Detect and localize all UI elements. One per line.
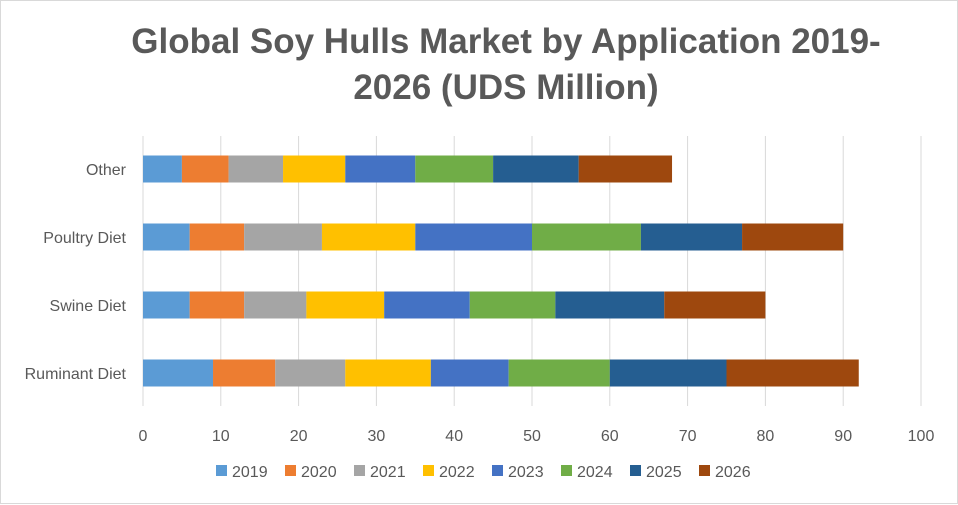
x-tick-label: 90 [834, 428, 852, 445]
bar-segment-2024 [508, 359, 610, 387]
bar-segment-2019 [143, 291, 190, 319]
bar-segment-2026 [664, 291, 766, 319]
legend-label: 2026 [715, 464, 751, 481]
bar-segment-2021 [275, 359, 346, 387]
bar-segment-2019 [143, 155, 182, 183]
bar-segment-2020 [189, 291, 245, 319]
x-tick-label: 50 [523, 428, 541, 445]
legend-swatch-2025 [630, 465, 641, 476]
bar-segment-2021 [244, 223, 322, 251]
bar-segment-2023 [384, 291, 470, 319]
x-tick-label: 60 [601, 428, 619, 445]
chart-title: Global Soy Hulls Market by Application 2… [61, 19, 951, 111]
y-category-label: Ruminant Diet [25, 366, 127, 383]
legend-label: 2022 [439, 464, 475, 481]
x-tick-label: 40 [445, 428, 463, 445]
bar-segment-2021 [244, 291, 307, 319]
bar-segment-2026 [726, 359, 859, 387]
bar-segment-2019 [143, 223, 190, 251]
bar-segment-2023 [430, 359, 509, 387]
x-tick-label: 30 [368, 428, 386, 445]
bar-segment-2024 [415, 155, 494, 183]
bar-segment-2025 [555, 291, 665, 319]
x-tick-label: 100 [908, 428, 935, 445]
bar-segment-2026 [742, 223, 844, 251]
legend-label: 2021 [370, 464, 406, 481]
legend-label: 2019 [232, 464, 268, 481]
x-tick-label: 80 [757, 428, 775, 445]
legend-swatch-2019 [216, 465, 227, 476]
bar-segment-2023 [345, 155, 416, 183]
bar-segment-2020 [189, 223, 245, 251]
legend-label: 2024 [577, 464, 613, 481]
y-category-label: Swine Diet [50, 298, 127, 315]
chart-title-line2: 2026 (UDS Million) [353, 68, 659, 107]
x-tick-label: 20 [290, 428, 308, 445]
bar-segment-2025 [640, 223, 743, 251]
x-tick-label: 70 [679, 428, 697, 445]
y-category-label: Poultry Diet [43, 230, 126, 247]
bar-segment-2024 [532, 223, 641, 251]
legend-label: 2020 [301, 464, 337, 481]
legend-swatch-2026 [699, 465, 710, 476]
legend-swatch-2023 [492, 465, 503, 476]
chart-title-line1: Global Soy Hulls Market by Application 2… [131, 22, 881, 61]
legend-swatch-2021 [354, 465, 365, 476]
bar-segment-2019 [143, 359, 214, 387]
legend-swatch-2020 [285, 465, 296, 476]
x-tick-label: 10 [212, 428, 230, 445]
legend-swatch-2024 [561, 465, 572, 476]
x-tick-label: 0 [139, 428, 148, 445]
bar-segment-2022 [321, 223, 416, 251]
bar-segment-2023 [415, 223, 532, 251]
y-category-label: Other [86, 162, 127, 179]
legend-label: 2025 [646, 464, 682, 481]
bar-segment-2020 [181, 155, 229, 183]
bar-segment-2025 [493, 155, 579, 183]
legend-label: 2023 [508, 464, 544, 481]
bar-segment-2026 [578, 155, 673, 183]
bar-segment-2020 [213, 359, 276, 387]
bar-segment-2025 [609, 359, 727, 387]
legend-swatch-2022 [423, 465, 434, 476]
bar-segment-2021 [228, 155, 284, 183]
bar-segment-2022 [283, 155, 346, 183]
bar-segment-2024 [469, 291, 556, 319]
bar-segment-2022 [345, 359, 431, 387]
bar-segment-2022 [306, 291, 385, 319]
